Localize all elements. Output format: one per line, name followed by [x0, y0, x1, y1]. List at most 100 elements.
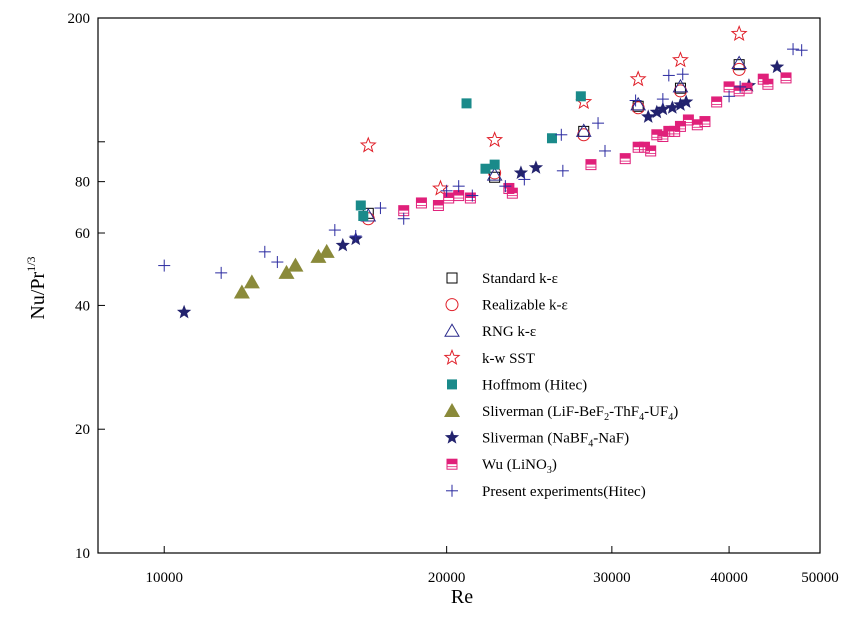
data-point: [795, 44, 808, 57]
data-point: [662, 69, 675, 82]
data-point: [649, 104, 664, 119]
legend-label-part: Sliverman (NaBF: [482, 431, 588, 447]
data-point: [575, 123, 592, 137]
data-point: [528, 160, 544, 174]
data-point: [630, 96, 647, 111]
legend-marker: [443, 348, 461, 366]
data-point: [349, 230, 362, 243]
data-point: [730, 24, 748, 42]
legend-marker: [446, 484, 458, 497]
data-point: [555, 128, 568, 141]
data-point: [443, 192, 455, 204]
data-point: [328, 224, 341, 237]
data-point: [466, 189, 479, 202]
data-point: [271, 256, 284, 269]
legend: Standard k-ε Realizable k-ε RNG k-ε k-w SST…: [443, 271, 678, 500]
data-point: [671, 51, 689, 68]
data-point: [452, 180, 465, 193]
data-point: [723, 90, 736, 103]
data-point: [575, 91, 586, 102]
data-point: [645, 145, 657, 157]
y-axis-label-main: Nu/Pr: [27, 271, 49, 319]
data-point: [440, 184, 453, 197]
x-axis-label: Re: [451, 586, 473, 608]
axis-ticks: 10000 20000 30000 40000 50000 10 20 40 60 80 200: [68, 11, 839, 586]
data-point: [278, 264, 295, 279]
legend-label-part: Realizable k-ε: [482, 298, 568, 314]
legend-label: Standard k-ε: [482, 271, 558, 287]
data-point: [676, 68, 689, 81]
data-point: [287, 257, 304, 272]
data-point: [629, 70, 647, 87]
legend-label-part: ): [673, 404, 678, 420]
legend-label-part: ): [552, 457, 557, 473]
data-point: [731, 55, 748, 70]
data-marks: [158, 24, 808, 319]
x-tick-label: 40000: [710, 570, 748, 586]
data-point: [556, 164, 569, 177]
legend-label: RNG k-ε: [482, 324, 536, 340]
legend-label-part: Standard k-ε: [482, 271, 558, 287]
y-tick-label: 200: [68, 11, 91, 27]
legend-label-part: RNG k-ε: [482, 324, 536, 340]
data-point: [691, 119, 703, 131]
data-point: [656, 93, 669, 106]
series-5: [233, 243, 335, 299]
data-point: [787, 43, 800, 56]
data-point: [599, 144, 612, 157]
data-point: [480, 163, 491, 174]
x-tick-label: 30000: [593, 570, 631, 586]
data-point: [679, 94, 694, 108]
data-point: [655, 101, 670, 116]
data-point: [641, 109, 656, 123]
data-point: [513, 165, 529, 179]
legend-marker: [446, 272, 458, 284]
data-point: [732, 62, 746, 76]
data-point: [769, 59, 785, 74]
legend-label-part: 4: [639, 412, 644, 423]
legend-label-part: 4: [588, 439, 593, 450]
legend-label: Present experiments(Hitec): [482, 484, 646, 500]
y-tick-label: 40: [75, 298, 90, 314]
data-point: [489, 159, 500, 170]
data-point: [631, 101, 645, 115]
data-point: [578, 125, 590, 137]
legend-label: Realizable k-ε: [482, 298, 568, 314]
data-point: [215, 266, 228, 279]
series-3: [359, 24, 748, 196]
data-point: [585, 159, 597, 171]
legend-label: Sliverman (NaBF4-NaF): [482, 431, 629, 450]
data-point: [674, 120, 686, 132]
data-point: [233, 284, 250, 299]
data-point: [499, 180, 512, 193]
data-point: [464, 192, 476, 204]
data-point: [355, 200, 366, 211]
data-point: [699, 116, 711, 128]
data-point: [734, 80, 747, 93]
data-point: [374, 202, 387, 215]
legend-label-part: -UF: [644, 404, 668, 420]
legend-marker: [444, 323, 460, 337]
y-axis-label: Nu/Pr1/3: [24, 256, 49, 319]
data-point: [318, 243, 335, 258]
legend-marker: [446, 458, 458, 470]
legend-label-part: -ThF: [609, 404, 639, 420]
data-point: [629, 94, 642, 107]
data-point: [258, 245, 271, 258]
data-point: [672, 78, 689, 93]
data-point: [432, 179, 449, 196]
legend-label: Sliverman (LiF-BeF2-ThF4-UF4): [482, 404, 678, 423]
y-tick-label: 80: [75, 175, 90, 191]
series-8: [158, 43, 808, 279]
data-point: [619, 153, 631, 165]
data-point: [461, 98, 472, 109]
data-point: [711, 96, 723, 108]
legend-marker: [445, 298, 459, 312]
series-7: [398, 72, 792, 217]
data-point: [780, 72, 792, 84]
x-tick-label: 20000: [428, 570, 466, 586]
data-point: [310, 248, 327, 263]
data-point: [673, 97, 688, 111]
y-tick-label: 20: [75, 422, 90, 438]
